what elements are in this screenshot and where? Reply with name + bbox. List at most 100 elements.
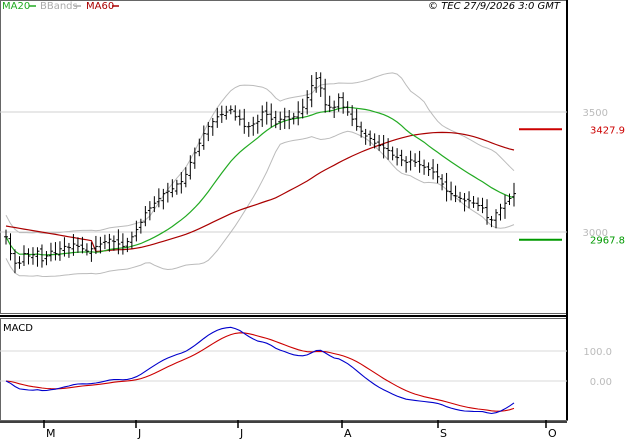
- ohlc-bar: [21, 245, 26, 267]
- bband-upper: [5, 72, 515, 234]
- ohlc-bar: [152, 196, 157, 213]
- y-tick-label: 3500: [583, 108, 608, 119]
- legend-bbands-label: BBands: [40, 1, 78, 12]
- ohlc-bar: [71, 234, 76, 256]
- macd-lines: [5, 326, 515, 415]
- ohlc-bar: [386, 138, 391, 160]
- ohlc-bar: [399, 149, 404, 167]
- ohlc-bar: [503, 194, 508, 219]
- ohlc-bar: [188, 155, 193, 180]
- ohlc-bar: [413, 153, 418, 167]
- macd-panel: [0, 318, 568, 421]
- ohlc-bar: [66, 242, 71, 258]
- ohlc-bar: [206, 122, 211, 142]
- ohlc-bar: [453, 185, 458, 203]
- bband-lower: [5, 130, 515, 278]
- ohlc-bar: [417, 150, 422, 173]
- ohlc-bar: [30, 247, 35, 265]
- ohlc-bar: [219, 105, 224, 123]
- ohlc-bar: [381, 135, 386, 159]
- ohlc-bar: [296, 101, 301, 126]
- ohlc-bar: [4, 229, 8, 245]
- ohlc-bar: [494, 209, 499, 229]
- ohlc-bar: [467, 191, 472, 209]
- ma20-line: [5, 106, 515, 256]
- ohlc-bar: [269, 103, 274, 128]
- macd-y-tick-label: 100.0: [583, 347, 612, 358]
- x-tick-label: S: [440, 427, 447, 440]
- marker-label: 2967.8: [590, 236, 625, 247]
- ohlc-bar: [237, 109, 242, 126]
- ohlc-bar: [422, 159, 427, 175]
- ohlc-bar: [368, 130, 373, 146]
- ohlc-bar: [476, 197, 481, 211]
- ohlc-bar: [305, 90, 310, 115]
- ohlc-bar: [120, 233, 125, 255]
- ohlc-bar: [444, 172, 449, 202]
- ohlc-bar: [53, 242, 58, 261]
- ohlc-bar: [327, 95, 332, 113]
- ohlc-bar: [215, 107, 220, 128]
- ma60-path: [5, 131, 515, 253]
- ohlc-bar: [44, 251, 49, 266]
- price-markers: 3427.9 2967.8: [519, 125, 625, 247]
- ohlc-bar: [129, 231, 134, 249]
- ohlc-bar: [233, 105, 238, 121]
- ohlc-bar: [147, 201, 152, 221]
- ohlc-bar: [89, 242, 94, 262]
- ohlc-bar: [143, 206, 148, 227]
- macd-signal-path: [5, 332, 515, 412]
- ohlc-bar: [138, 218, 143, 234]
- ohlc-bar: [102, 234, 107, 250]
- ohlc-bar: [273, 110, 278, 129]
- ohlc-bar: [161, 188, 166, 210]
- legend-ma60-label: MA60: [86, 1, 114, 12]
- ohlc-bar: [512, 182, 516, 207]
- ohlc-bar: [93, 235, 98, 255]
- ohlc-bar: [372, 133, 377, 149]
- ohlc-bar: [498, 203, 503, 221]
- ohlc-bar: [201, 125, 206, 150]
- ohlc-bars: [4, 71, 516, 274]
- macd-y-tick-label: 0.00: [590, 377, 612, 388]
- ohlc-bar: [183, 167, 188, 188]
- ohlc-bar: [260, 105, 265, 127]
- ohlc-bar: [318, 72, 323, 97]
- ohlc-bar: [8, 233, 13, 261]
- ohlc-bar: [471, 196, 476, 208]
- ohlc-bar: [242, 108, 247, 134]
- ohlc-bar: [408, 150, 413, 171]
- ohlc-bar: [165, 182, 170, 203]
- ohlc-bar: [287, 109, 292, 130]
- ohlc-bar: [111, 235, 116, 251]
- ohlc-bar: [332, 100, 337, 118]
- ohlc-bar: [174, 179, 179, 195]
- ohlc-bar: [35, 247, 40, 267]
- ohlc-bar: [75, 237, 80, 253]
- ohlc-bar: [435, 163, 440, 184]
- x-tick-label: J: [239, 427, 243, 440]
- ma20-path: [5, 106, 515, 256]
- axis-ticks: 3500 3000 100.0 0.00 M J J A S O: [43, 108, 612, 440]
- ohlc-bar: [431, 159, 436, 180]
- x-tick-label: M: [46, 427, 56, 440]
- ohlc-bar: [251, 116, 256, 136]
- ma60-line: [5, 131, 515, 253]
- ohlc-bar: [359, 121, 364, 138]
- marker-label: 3427.9: [590, 125, 625, 136]
- ohlc-bar: [314, 71, 319, 93]
- ohlc-bar: [323, 78, 328, 113]
- ohlc-bar: [228, 105, 233, 115]
- ohlc-bar: [98, 236, 103, 254]
- ohlc-bar: [26, 248, 31, 265]
- ohlc-bar: [485, 199, 490, 225]
- ohlc-bar: [84, 243, 89, 256]
- macd-title: MACD: [3, 323, 33, 334]
- ohlc-bar: [336, 93, 341, 112]
- x-tick-label: O: [548, 427, 557, 440]
- ohlc-bar: [134, 220, 139, 242]
- ohlc-bar: [255, 114, 260, 134]
- ohlc-bar: [309, 75, 314, 108]
